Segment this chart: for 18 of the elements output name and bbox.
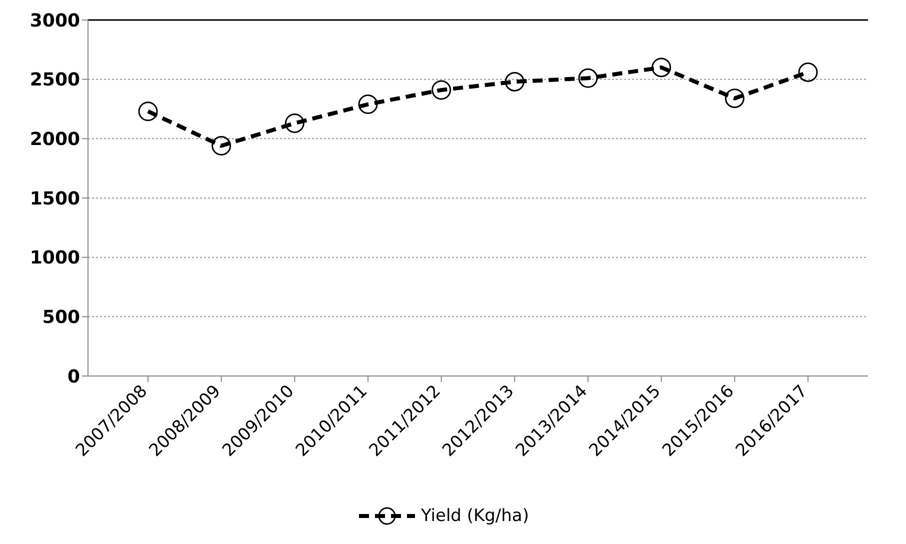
legend-label: Yield (Kg/ha) — [420, 506, 529, 526]
point — [798, 62, 818, 82]
y-tick-label: 3000 — [30, 10, 80, 32]
point — [504, 72, 524, 92]
point — [138, 102, 158, 122]
point — [284, 113, 304, 133]
point — [212, 136, 232, 156]
point — [432, 80, 452, 100]
y-tick-label: 1500 — [30, 188, 80, 210]
y-tick-label: 2500 — [30, 70, 80, 91]
y-tick-label: 2000 — [30, 129, 80, 150]
point — [578, 68, 598, 88]
point — [652, 58, 672, 78]
point — [358, 94, 378, 114]
y-tick-label: 500 — [42, 307, 80, 328]
y-tick-label: 0 — [67, 366, 80, 388]
y-tick-label: 1000 — [30, 248, 80, 269]
point — [724, 88, 744, 108]
